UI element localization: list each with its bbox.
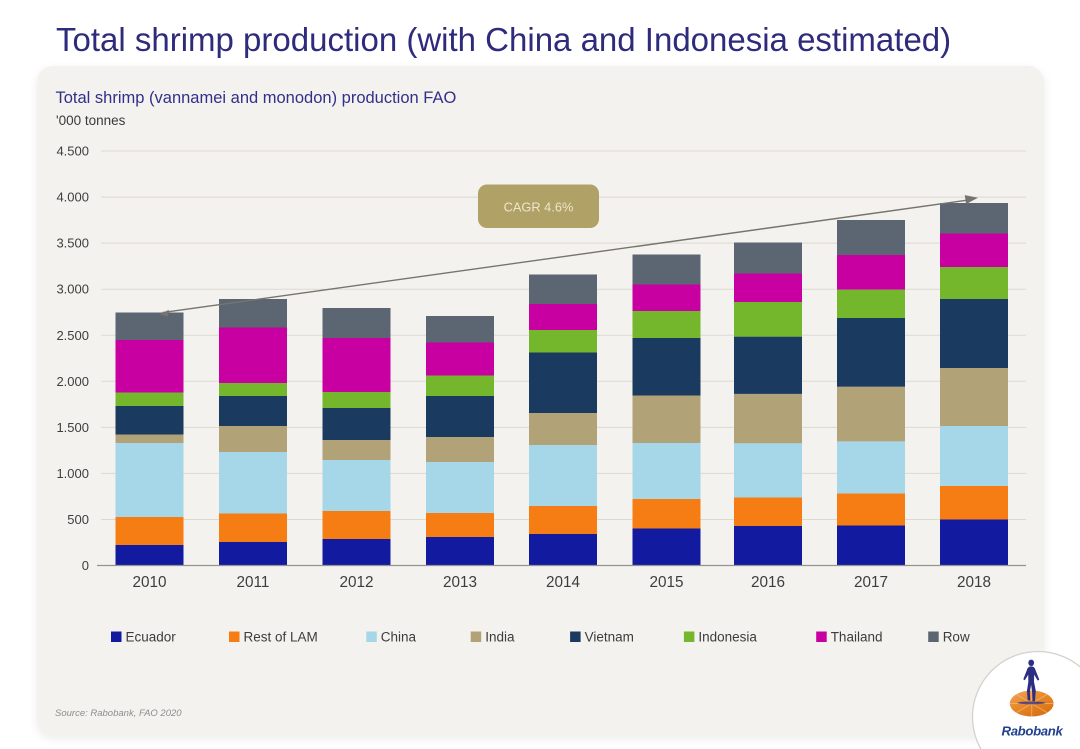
svg-text:2011: 2011	[237, 574, 270, 591]
svg-text:2.000: 2.000	[56, 374, 89, 389]
svg-text:Source: Rabobank, FAO 2020: Source: Rabobank, FAO 2020	[55, 708, 182, 719]
svg-text:Ecuador: Ecuador	[126, 630, 177, 645]
svg-text:CAGR 4.6%: CAGR 4.6%	[504, 200, 574, 215]
svg-text:Rabobank: Rabobank	[1002, 724, 1064, 739]
svg-text:500: 500	[67, 512, 89, 527]
svg-text:2014: 2014	[546, 574, 581, 591]
svg-text:2018: 2018	[957, 574, 991, 591]
svg-text:Total shrimp (vannamei and mon: Total shrimp (vannamei and monodon) prod…	[56, 89, 457, 107]
svg-text:China: China	[381, 630, 417, 645]
svg-text:1.000: 1.000	[56, 466, 89, 481]
svg-text:Thailand: Thailand	[831, 630, 883, 645]
svg-text:3.000: 3.000	[56, 282, 89, 297]
svg-text:Vietnam: Vietnam	[585, 630, 634, 645]
svg-text:2015: 2015	[649, 574, 683, 591]
svg-text:2012: 2012	[339, 574, 373, 591]
svg-text:0: 0	[82, 558, 89, 573]
svg-text:India: India	[485, 630, 515, 645]
svg-text:2.500: 2.500	[56, 328, 89, 343]
svg-text:Row: Row	[943, 630, 970, 645]
svg-text:2016: 2016	[751, 574, 785, 591]
svg-text:Rest of LAM: Rest of LAM	[244, 630, 318, 645]
svg-text:4.000: 4.000	[56, 190, 89, 205]
svg-text:2013: 2013	[443, 574, 477, 591]
svg-text:1.500: 1.500	[56, 420, 89, 435]
svg-text:4.500: 4.500	[56, 144, 89, 159]
svg-text:2010: 2010	[132, 574, 166, 591]
svg-text:3.500: 3.500	[56, 236, 89, 251]
svg-text:2017: 2017	[854, 574, 888, 591]
svg-text:'000 tonnes: '000 tonnes	[56, 113, 126, 128]
svg-text:Indonesia: Indonesia	[698, 630, 757, 645]
